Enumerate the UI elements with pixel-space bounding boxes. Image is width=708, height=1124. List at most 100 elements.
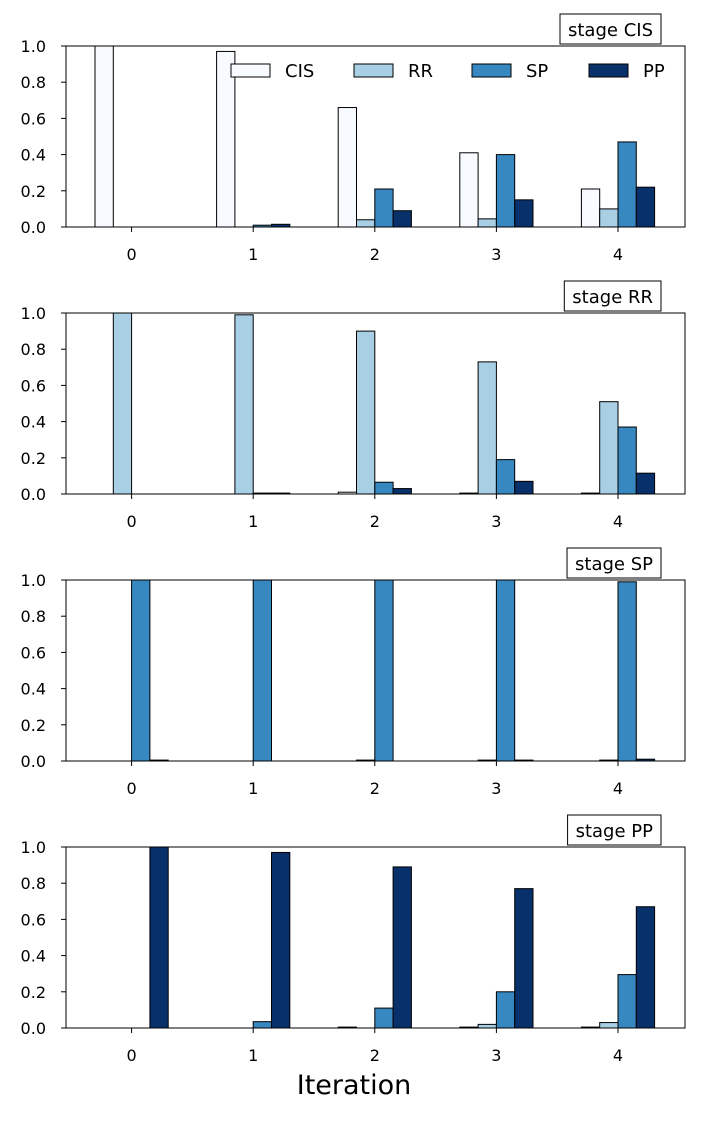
y-tick-label: 0.2 <box>21 449 46 468</box>
bar-rr-iter-1 <box>234 314 254 495</box>
y-tick-label: 0.8 <box>21 340 46 359</box>
axes-frame <box>65 45 686 228</box>
x-tick-label: 4 <box>613 779 623 798</box>
bar-sp-iter-4 <box>617 141 637 228</box>
x-tick-label: 1 <box>248 779 258 798</box>
y-tick-label: 0.0 <box>21 485 46 504</box>
bar-sp-iter-1 <box>252 579 272 762</box>
panel-title: stage CIS <box>568 20 653 41</box>
axes-frame <box>65 312 686 495</box>
bar-rr-iter-3 <box>477 361 497 495</box>
bar-pp-iter-4 <box>635 472 656 495</box>
x-axis-label: Iteration <box>296 1070 412 1101</box>
bar-sp-iter-1 <box>252 1021 272 1029</box>
bar-rr-iter-4 <box>599 1022 619 1029</box>
y-tick-label: 0.6 <box>21 376 46 395</box>
legend-label-pp: PP <box>643 61 665 82</box>
bar-rr-iter-4 <box>599 401 619 495</box>
panel-title-box <box>559 13 662 45</box>
bar-sp-iter-4 <box>617 426 637 495</box>
bar-sp-iter-0 <box>131 579 151 762</box>
x-tick-label: 0 <box>127 245 137 264</box>
x-tick-label: 0 <box>127 779 137 798</box>
panel-title-box <box>563 280 662 312</box>
bar-cis-iter-2 <box>337 107 358 228</box>
bar-pp-iter-4 <box>635 906 656 1029</box>
bar-sp-iter-4 <box>617 581 637 762</box>
x-tick-label: 1 <box>248 512 258 531</box>
bar-cis-iter-4 <box>580 188 601 228</box>
bar-pp-iter-2 <box>392 866 412 1029</box>
y-tick-label: 0.0 <box>21 752 46 771</box>
panel-stage-rr: 0.0 0.2 0.4 0.6 0.8 1.0 0 1 2 3 4 stage RR <box>21 280 686 531</box>
bar-rr-iter-3 <box>477 218 497 228</box>
x-tick-label: 1 <box>248 245 258 264</box>
legend-label-rr: RR <box>408 61 433 82</box>
bar-sp-iter-3 <box>495 459 516 495</box>
y-tick-label: 0.6 <box>21 910 46 929</box>
bar-sp-iter-2 <box>374 188 394 228</box>
y-tick-label: 0.4 <box>21 146 46 165</box>
panel-title: stage PP <box>576 821 654 842</box>
bar-cis-iter-1 <box>216 50 236 228</box>
axes-frame <box>65 846 686 1029</box>
bar-rr-iter-2 <box>356 219 376 228</box>
bar-pp-iter-3 <box>514 480 534 495</box>
legend-swatch-sp <box>471 63 512 78</box>
x-tick-label: 0 <box>127 1046 137 1065</box>
y-tick-label: 0.6 <box>21 643 46 662</box>
panel-title-box <box>567 814 662 846</box>
x-tick-label: 2 <box>370 245 380 264</box>
x-tick-label: 3 <box>491 1046 501 1065</box>
x-tick-label: 4 <box>613 1046 623 1065</box>
legend-swatch-pp <box>588 63 629 78</box>
panel-stage-sp: 0.0 0.2 0.4 0.6 0.8 1.0 0 1 2 3 4 stage SP <box>21 547 686 798</box>
panel-title: stage SP <box>575 554 653 575</box>
x-tick-label: 1 <box>248 1046 258 1065</box>
bar-cis-iter-0 <box>94 45 114 228</box>
axes-frame <box>65 579 686 762</box>
y-tick-label: 0.4 <box>21 413 46 432</box>
x-tick-label: 2 <box>370 779 380 798</box>
x-tick-label: 2 <box>370 1046 380 1065</box>
legend-label-sp: SP <box>526 61 548 82</box>
y-tick-label: 1.0 <box>21 571 46 590</box>
x-tick-label: 2 <box>370 512 380 531</box>
y-tick-label: 0.2 <box>21 983 46 1002</box>
bar-sp-iter-3 <box>495 579 516 762</box>
y-tick-label: 0.0 <box>21 1019 46 1038</box>
legend-swatch-cis <box>230 63 271 78</box>
bar-sp-iter-4 <box>617 974 637 1029</box>
y-tick-label: 0.6 <box>21 109 46 128</box>
y-tick-label: 0.8 <box>21 607 46 626</box>
legend-swatch-rr <box>353 63 394 78</box>
bar-pp-iter-3 <box>514 199 534 228</box>
x-tick-label: 4 <box>613 245 623 264</box>
bar-sp-iter-2 <box>374 481 394 495</box>
bar-pp-iter-1 <box>271 851 291 1029</box>
bar-pp-iter-2 <box>392 210 412 228</box>
y-tick-label: 0.0 <box>21 218 46 237</box>
panel-title-box <box>566 547 662 579</box>
y-tick-label: 0.8 <box>21 73 46 92</box>
y-tick-label: 0.4 <box>21 680 46 699</box>
bar-pp-iter-4 <box>635 186 656 228</box>
y-tick-label: 1.0 <box>21 37 46 56</box>
x-tick-label: 0 <box>127 512 137 531</box>
legend: CIS RR SP PP <box>230 61 665 82</box>
panel-stage-pp: 0.0 0.2 0.4 0.6 0.8 1.0 0 1 2 3 4 stage PP <box>21 814 686 1065</box>
bar-rr-iter-0 <box>112 312 133 495</box>
bar-sp-iter-2 <box>374 579 394 762</box>
legend-label-cis: CIS <box>285 61 314 82</box>
bar-sp-iter-3 <box>495 991 516 1029</box>
y-tick-label: 0.8 <box>21 874 46 893</box>
y-tick-label: 0.2 <box>21 182 46 201</box>
bar-pp-iter-0 <box>149 846 169 1029</box>
y-tick-label: 1.0 <box>21 838 46 857</box>
x-tick-label: 3 <box>491 779 501 798</box>
y-tick-label: 0.4 <box>21 947 46 966</box>
y-tick-label: 0.2 <box>21 716 46 735</box>
bar-cis-iter-3 <box>459 152 479 228</box>
bar-sp-iter-3 <box>495 154 516 228</box>
